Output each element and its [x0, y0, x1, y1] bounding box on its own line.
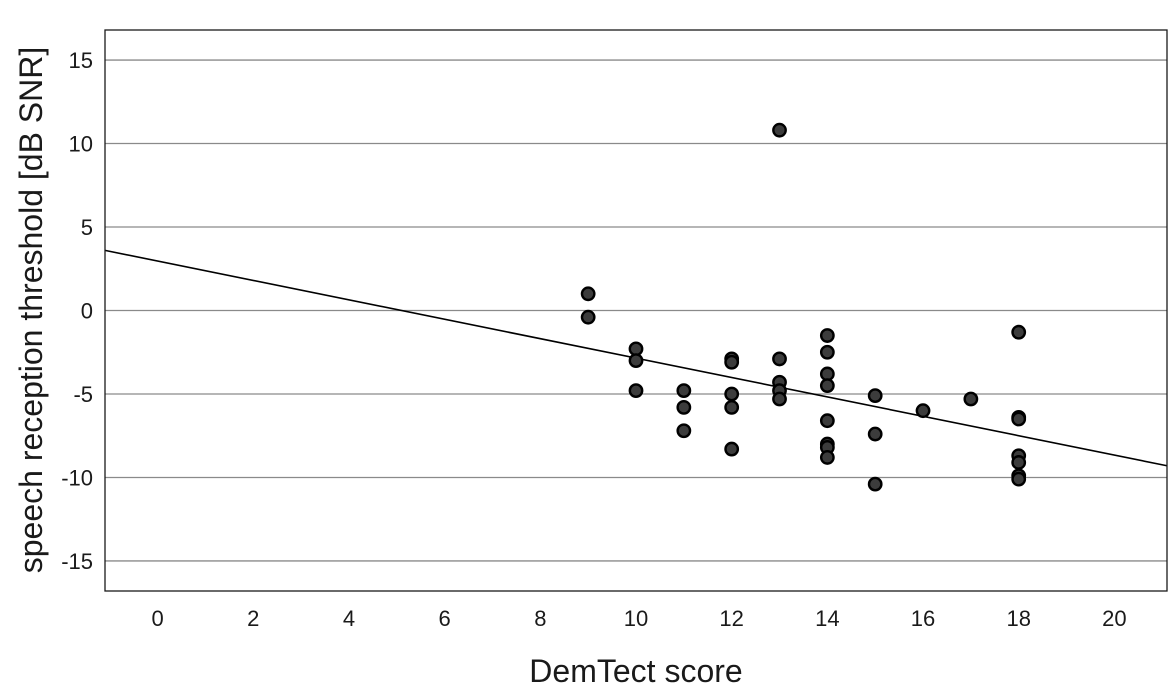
data-point — [1011, 411, 1027, 427]
x-tick-label: 20 — [1102, 606, 1126, 631]
data-point — [1011, 455, 1027, 470]
x-tick-label: 2 — [247, 606, 259, 631]
data-point — [867, 388, 883, 404]
x-axis-ticks: 0 2 4 6 8 10 12 14 16 18 20 — [151, 606, 1126, 631]
data-point — [628, 383, 644, 399]
data-point — [724, 354, 740, 370]
gridlines — [105, 59, 1167, 562]
data-point — [772, 351, 787, 367]
y-tick-label: -5 — [73, 382, 93, 407]
data-point — [867, 426, 883, 442]
data-point — [676, 423, 692, 439]
y-axis-ticks: 15 10 5 0 -5 -10 -15 — [61, 48, 93, 574]
data-point — [819, 344, 835, 360]
data-point — [772, 122, 787, 138]
data-point — [963, 391, 979, 407]
data-points — [580, 122, 1027, 492]
data-point — [915, 403, 931, 419]
x-axis-title: DemTect score — [529, 653, 742, 689]
data-point — [724, 399, 740, 415]
data-point — [724, 441, 740, 457]
x-tick-label: 18 — [1006, 606, 1030, 631]
data-point — [819, 450, 835, 465]
x-tick-label: 4 — [343, 606, 355, 631]
data-point — [819, 378, 835, 394]
y-tick-label: -15 — [61, 549, 93, 574]
data-point — [1011, 324, 1027, 340]
data-point — [676, 399, 692, 415]
x-tick-label: 16 — [911, 606, 935, 631]
y-axis-title: speech reception threshold [dB SNR] — [13, 47, 49, 574]
data-point — [819, 413, 835, 429]
data-point — [724, 386, 740, 402]
x-tick-label: 10 — [624, 606, 648, 631]
data-point — [772, 391, 787, 407]
y-tick-label: 10 — [69, 132, 93, 157]
x-tick-label: 14 — [815, 606, 839, 631]
data-point — [819, 328, 835, 343]
x-tick-label: 12 — [719, 606, 743, 631]
plot-frame — [104, 29, 1168, 592]
x-tick-label: 0 — [151, 606, 163, 631]
data-point — [867, 476, 883, 492]
y-tick-label: -10 — [61, 465, 93, 490]
data-point — [580, 309, 596, 325]
x-tick-label: 8 — [534, 606, 546, 631]
data-point — [628, 353, 644, 368]
data-point — [580, 286, 596, 302]
y-tick-label: 0 — [81, 299, 93, 324]
x-tick-label: 6 — [439, 606, 451, 631]
y-tick-label: 5 — [81, 215, 93, 240]
data-point — [1011, 471, 1027, 487]
y-tick-label: 15 — [69, 48, 93, 73]
data-point — [676, 383, 692, 399]
